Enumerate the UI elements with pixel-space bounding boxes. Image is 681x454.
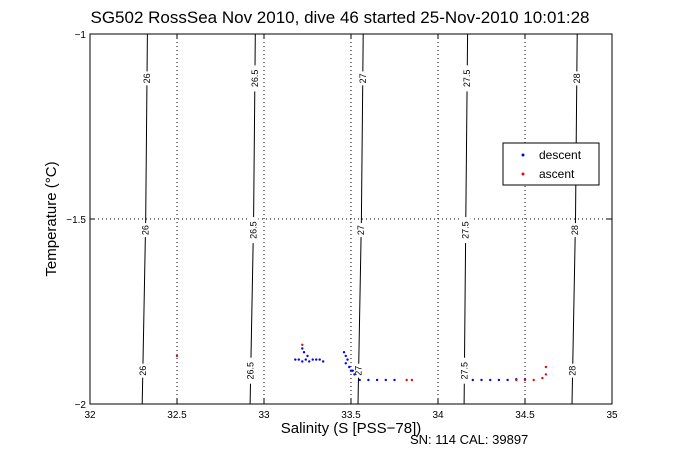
data-points: [175, 343, 548, 382]
descent-point: [304, 358, 307, 361]
contour-label: 26.5: [248, 221, 258, 239]
contour-label-bg: [140, 223, 151, 238]
contour-label: 26.5: [250, 70, 260, 88]
contour-label: 27.5: [462, 70, 472, 88]
x-tick-label: 34: [432, 410, 444, 421]
descent-point: [489, 378, 492, 382]
contour-label-bg: [570, 223, 581, 238]
descent-point: [344, 362, 347, 365]
legend-box: [502, 142, 600, 186]
descent-point: [367, 378, 370, 382]
contour-label: 27: [354, 366, 364, 376]
contour-line: [141, 33, 148, 405]
descent-point: [315, 358, 318, 361]
contour-label-bg: [245, 357, 256, 384]
contour-label-bg: [462, 65, 473, 92]
x-tick-label: 33: [258, 410, 270, 421]
descent-point: [348, 365, 351, 369]
y-tick-label: −1: [75, 30, 87, 41]
descent-point: [306, 354, 309, 358]
contour-label-bg: [567, 363, 578, 378]
contour-label: 27.5: [461, 221, 471, 239]
descent-point: [318, 358, 321, 361]
descent-point: [311, 358, 314, 361]
descent-point: [384, 378, 387, 382]
contour-label-bg: [357, 71, 368, 86]
descent-point: [301, 360, 304, 363]
contour-label: 27: [358, 73, 368, 83]
contour-label: 27.5: [459, 362, 469, 380]
descent-point: [375, 378, 379, 382]
contour-label: 27: [356, 225, 366, 235]
ascent-point: [532, 378, 535, 382]
x-tick-label: 33.5: [341, 410, 361, 421]
ascent-point: [523, 378, 527, 382]
descent-point: [294, 358, 297, 361]
legend: descent ascent: [502, 142, 600, 186]
contour-label-bg: [356, 223, 367, 238]
contour-label: 26: [138, 366, 148, 376]
ascent-point: [410, 378, 414, 382]
legend-marker-descent: [521, 153, 525, 157]
descent-point: [349, 369, 353, 372]
y-tick-label: −2: [75, 400, 87, 411]
descent-point: [351, 369, 354, 372]
contour-line: [571, 33, 578, 405]
descent-point: [480, 378, 483, 382]
contour-label-bg: [248, 217, 259, 244]
contour-label-bg: [459, 357, 470, 384]
contour-label: 28: [568, 366, 578, 376]
contour-label-bg: [353, 363, 364, 378]
axis-ticks: 32 32.5 33 33.5 34 34.5 35 −2 −1.5 −1: [66, 30, 618, 421]
y-tick-label: −1.5: [66, 215, 86, 226]
legend-label-ascent: ascent: [539, 167, 575, 181]
x-tick-label: 32: [84, 410, 96, 421]
ascent-point: [541, 376, 544, 380]
descent-point: [353, 373, 356, 376]
descent-point: [297, 358, 300, 361]
descent-point: [393, 378, 396, 382]
contour-label-bg: [249, 65, 260, 92]
x-tick-label: 34.5: [515, 410, 535, 421]
x-tick-label: 32.5: [167, 410, 187, 421]
descent-point: [302, 351, 306, 354]
grid: [90, 34, 612, 404]
contour-label: 26: [142, 73, 152, 83]
contour-label-bg: [137, 363, 148, 378]
ascent-point: [301, 343, 304, 346]
density-contours: 26 26 26 26.5 26.5 26.5 27 27 27 27.5 27.5 27.5 28 28…: [137, 33, 582, 405]
legend-marker-ascent: [521, 172, 525, 176]
ascent-point: [544, 365, 548, 369]
ascent-point: [175, 354, 179, 358]
descent-point: [346, 358, 349, 361]
contour-label-bg: [142, 71, 153, 86]
descent-point: [344, 354, 347, 358]
descent-point: [358, 378, 361, 382]
footer-serial-cal: SN: 114 CAL: 39897: [410, 432, 528, 447]
ascent-point: [405, 378, 408, 382]
contour-label: 28: [570, 225, 580, 235]
x-tick-label: 35: [606, 410, 618, 421]
ascent-point: [515, 378, 518, 382]
contour-label: 26.5: [246, 362, 256, 380]
descent-point: [301, 347, 304, 350]
descent-point: [308, 360, 311, 363]
legend-label-descent: descent: [539, 148, 582, 162]
y-axis-label: Temperature (°C): [43, 161, 60, 276]
descent-point: [342, 351, 346, 354]
descent-point: [506, 378, 509, 382]
descent-point: [471, 378, 474, 382]
contour-label-bg: [571, 71, 582, 86]
descent-point: [321, 360, 325, 363]
contour-label-bg: [460, 217, 471, 244]
contour-label: 28: [572, 73, 582, 83]
ascent-point: [544, 373, 548, 376]
contour-label: 26: [140, 225, 150, 235]
descent-point: [497, 378, 501, 382]
contour-line: [357, 33, 364, 405]
x-axis-label: Salinity (S [PSS−78]): [281, 420, 421, 437]
chart-title: SG502 RossSea Nov 2010, dive 46 started …: [91, 8, 590, 27]
